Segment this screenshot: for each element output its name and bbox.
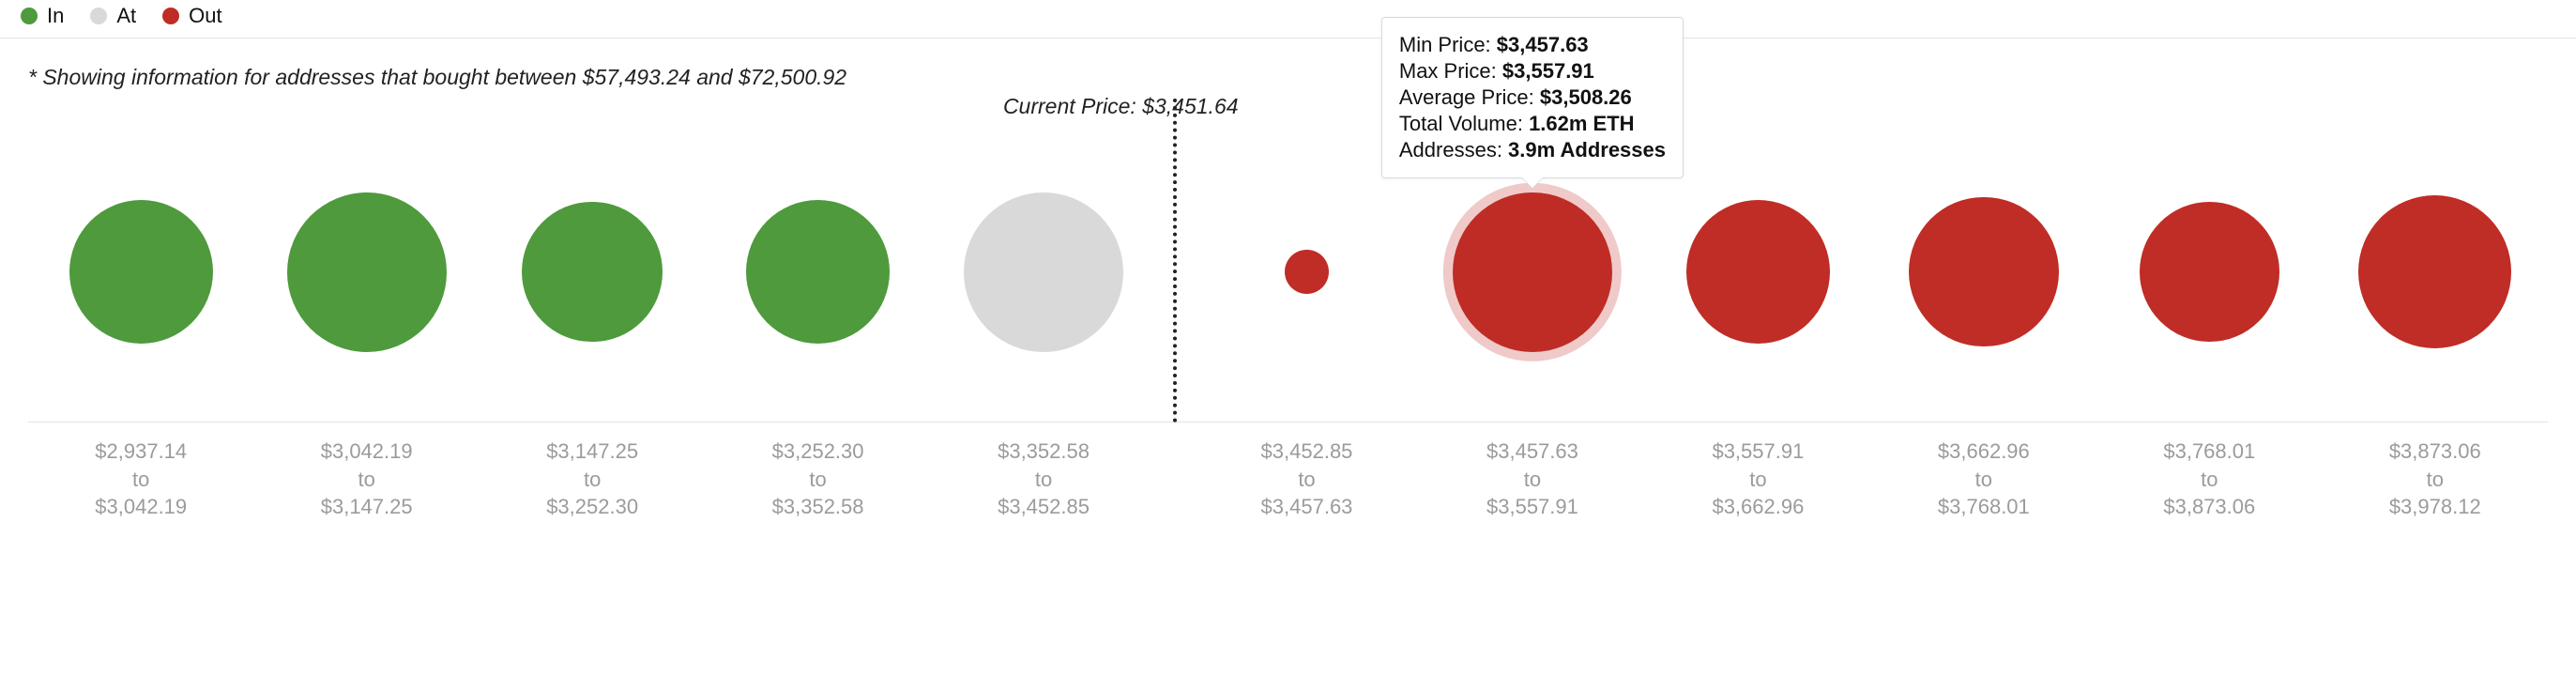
range-label: $3,042.19to$3,147.25 <box>253 438 479 521</box>
legend-dot-icon <box>162 8 179 24</box>
bubble-halo <box>1443 182 1622 361</box>
range-label: $3,662.96to$3,768.01 <box>1871 438 2096 521</box>
tooltip-row: Total Volume: 1.62m ETH <box>1399 112 1666 136</box>
legend-label: Out <box>189 4 221 28</box>
bubble-slot[interactable] <box>480 122 705 422</box>
bubble <box>964 192 1123 352</box>
bubble <box>2140 202 2280 343</box>
legend-item-in[interactable]: In <box>21 4 64 28</box>
bubble <box>522 202 663 343</box>
tooltip-row: Max Price: $3,557.91 <box>1399 59 1666 84</box>
range-label: $2,937.14to$3,042.19 <box>28 438 253 521</box>
range-label: $3,452.85to$3,457.63 <box>1194 438 1419 521</box>
legend-dot-icon <box>21 8 38 24</box>
bubble-slot[interactable] <box>2323 122 2548 422</box>
bubble-slot[interactable] <box>931 122 1156 422</box>
current-price-label: Current Price: $3,451.64 <box>1003 94 1248 119</box>
bubble <box>1909 197 2059 347</box>
bubble <box>69 200 213 344</box>
bubble <box>746 200 890 344</box>
legend-item-out[interactable]: Out <box>162 4 221 28</box>
current-price-divider <box>1156 122 1194 422</box>
range-label: $3,457.63to$3,557.91 <box>1420 438 1645 521</box>
range-label: $3,873.06to$3,978.12 <box>2323 438 2548 521</box>
bubble-row: Min Price: $3,457.63Max Price: $3,557.91… <box>28 122 2548 422</box>
tooltip-row: Average Price: $3,508.26 <box>1399 85 1666 110</box>
tooltip: Min Price: $3,457.63Max Price: $3,557.91… <box>1381 17 1684 178</box>
bubble-slot[interactable] <box>1871 122 2096 422</box>
bubble-slot[interactable] <box>28 122 253 422</box>
range-label: $3,252.30to$3,352.58 <box>705 438 930 521</box>
legend-label: At <box>116 4 136 28</box>
legend-dot-icon <box>90 8 107 24</box>
range-label: $3,768.01to$3,873.06 <box>2096 438 2322 521</box>
bubble-slot[interactable]: Min Price: $3,457.63Max Price: $3,557.91… <box>1420 122 1645 422</box>
x-axis-labels: $2,937.14to$3,042.19$3,042.19to$3,147.25… <box>28 422 2548 521</box>
bubble-slot[interactable] <box>2096 122 2322 422</box>
range-label: $3,557.91to$3,662.96 <box>1645 438 1870 521</box>
bubble <box>1285 250 1330 295</box>
legend: In At Out <box>0 0 2576 38</box>
tooltip-row: Addresses: 3.9m Addresses <box>1399 138 1666 162</box>
legend-label: In <box>47 4 64 28</box>
bubble <box>1686 200 1830 344</box>
bubble-slot[interactable] <box>253 122 479 422</box>
disclaimer-text: * Showing information for addresses that… <box>0 38 2576 94</box>
range-label: $3,147.25to$3,252.30 <box>480 438 705 521</box>
chart: Current Price: $3,451.64 Min Price: $3,4… <box>0 94 2576 521</box>
bubble <box>287 192 447 352</box>
legend-item-at[interactable]: At <box>90 4 136 28</box>
range-label: $3,352.58to$3,452.85 <box>931 438 1156 521</box>
tooltip-row: Min Price: $3,457.63 <box>1399 33 1666 57</box>
bubble-slot[interactable] <box>705 122 930 422</box>
bubble <box>2358 195 2511 348</box>
